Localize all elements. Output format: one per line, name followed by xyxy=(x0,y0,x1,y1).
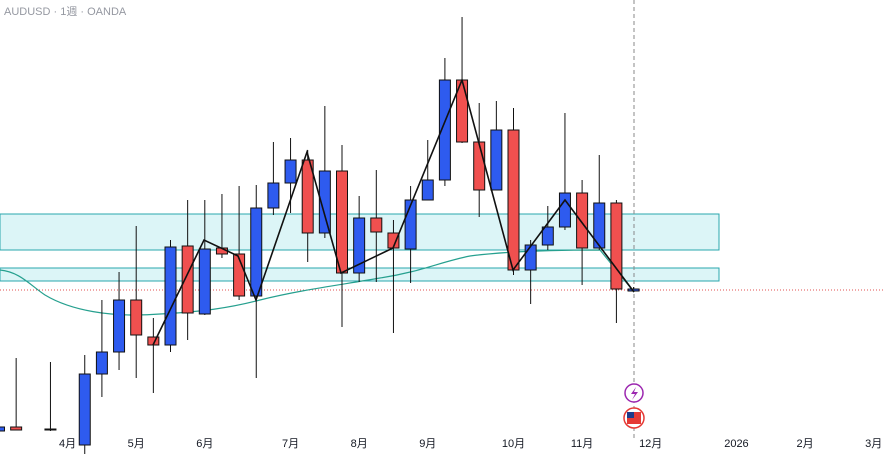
x-tick-label: 7月 xyxy=(282,438,299,450)
candle-body xyxy=(250,207,263,297)
candle-body xyxy=(490,129,503,191)
candle-body xyxy=(473,141,486,191)
x-tick-label: 8月 xyxy=(351,438,368,450)
candle-body xyxy=(267,182,280,209)
candle-body xyxy=(610,202,623,290)
flag-canton xyxy=(627,412,634,418)
candle-body xyxy=(507,129,520,271)
event-icon-glyph xyxy=(631,387,638,400)
candle-body xyxy=(284,159,297,184)
x-tick-label: 12月 xyxy=(639,438,662,450)
x-tick-label: 10月 xyxy=(502,438,525,450)
candle-body xyxy=(541,226,554,246)
candle-body xyxy=(44,428,57,431)
x-tick-label: 6月 xyxy=(196,438,213,450)
candle-body xyxy=(181,245,194,314)
x-tick-label: 11月 xyxy=(571,438,593,450)
candle-body xyxy=(438,79,451,181)
x-tick-label: 2月 xyxy=(796,438,813,450)
candle-body xyxy=(95,351,108,375)
candle-body xyxy=(10,426,23,431)
moving-average xyxy=(0,249,635,316)
candle-body xyxy=(576,192,589,249)
candle-body xyxy=(421,179,434,201)
candle-body xyxy=(164,246,177,346)
candle-body xyxy=(558,192,571,228)
candle-body xyxy=(318,170,331,234)
x-tick-label: 9月 xyxy=(419,438,436,450)
x-axis: 4月 5月 6月 7月 8月 9月 10月 11月 12月 2026 2月 3月 xyxy=(59,438,882,450)
chart-title: AUDUSD · 1週 · OANDA xyxy=(4,5,127,18)
x-tick-label: 3月 xyxy=(865,438,882,450)
candle-body xyxy=(370,217,383,233)
candle-body xyxy=(0,426,5,432)
candle-body xyxy=(198,248,211,315)
candle-body xyxy=(78,373,91,446)
candle-body xyxy=(113,299,126,353)
candle-body xyxy=(130,299,143,336)
candle-body xyxy=(233,253,246,297)
candle-body xyxy=(301,159,314,234)
x-tick-label: 2026 xyxy=(724,438,748,450)
candle-body xyxy=(404,199,417,250)
candle-body xyxy=(524,244,537,271)
x-tick-label: 4月 xyxy=(59,438,76,450)
title-bg xyxy=(0,0,140,22)
zigzag xyxy=(152,77,635,346)
candles xyxy=(0,17,640,454)
candle-body xyxy=(353,217,366,274)
x-tick-label: 5月 xyxy=(128,438,145,450)
candle-body xyxy=(336,170,348,274)
candle-body xyxy=(593,202,606,249)
